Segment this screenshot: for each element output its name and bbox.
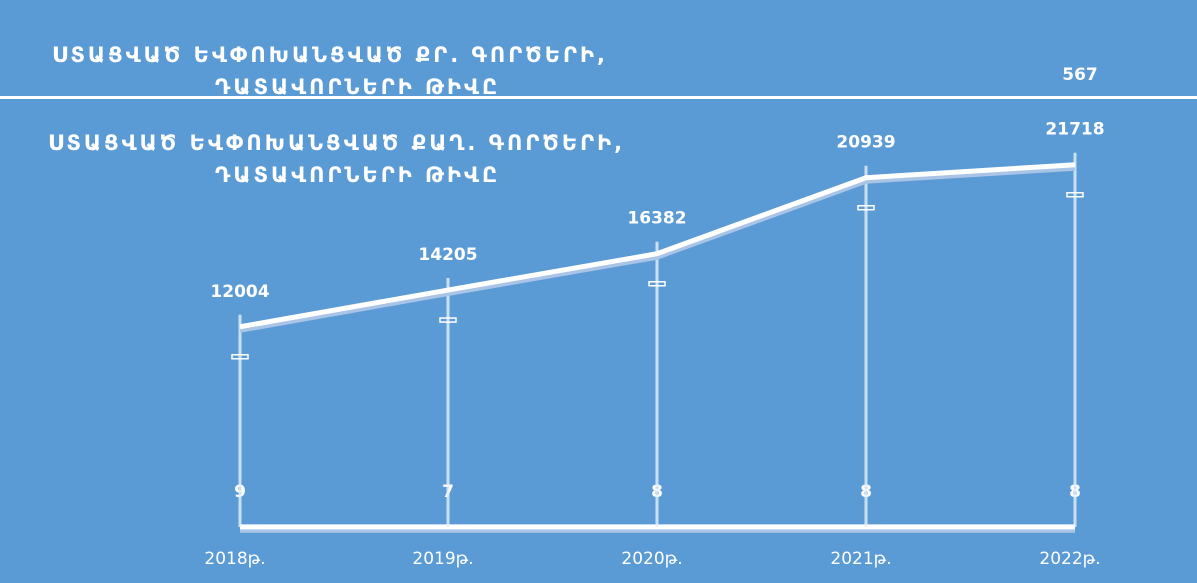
series-line — [239, 162, 1076, 330]
tick-marker — [857, 204, 875, 211]
data-label: 21718 — [1045, 120, 1104, 140]
tick-marker — [648, 280, 666, 287]
tick-marker — [439, 317, 457, 323]
separator — [0, 96, 1197, 99]
chart-title: ՍՏԱՑՎԱԾ ԵՎՓՈԽԱՆՑՎԱԾ ՔԱՂ. ԳՈՐԾԵՐԻ, ԴԱՏԱՎՈՐ… — [48, 131, 625, 187]
data-label: 16382 — [627, 209, 686, 229]
tick-marker — [1066, 191, 1084, 198]
data-label: 20939 — [836, 133, 895, 153]
annotation: 567 — [1062, 65, 1098, 85]
x-tick-label: 2021թ. — [830, 549, 891, 569]
tick-marker — [231, 354, 249, 360]
x-tick-label: 2019թ. — [412, 549, 473, 569]
x-tick-label: 2022թ. — [1039, 549, 1100, 569]
data-label: 14205 — [418, 245, 477, 265]
x-tick-label: 2020թ. — [621, 549, 682, 569]
data-label: 12004 — [210, 282, 269, 302]
chart-title: ՍՏԱՑՎԱԾ ԵՎՓՈԽԱՆՑՎԱԾ ՔՐ. ԳՈՐԾԵՐԻ, ԴԱՏԱՎՈՐՆ… — [52, 43, 608, 99]
series-shadow — [239, 166, 1076, 333]
x-tick-label: 2018թ. — [204, 549, 265, 569]
